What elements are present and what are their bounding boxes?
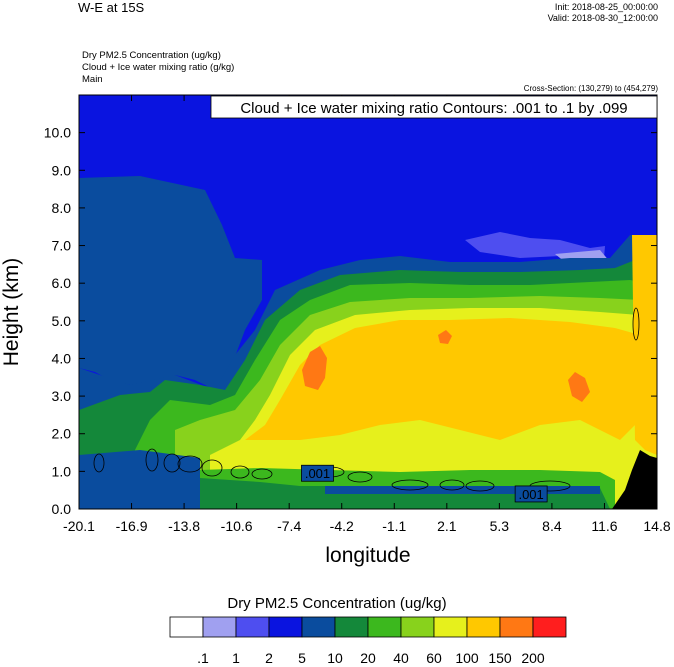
x-tick-label: -13.8: [168, 518, 200, 534]
colorbar-level-label: 2: [265, 650, 273, 666]
y-tick-label: 4.0: [52, 350, 72, 366]
colorbar-level-label: 40: [393, 650, 409, 666]
y-tick-label: 5.0: [52, 313, 72, 329]
y-tick-label: 1.0: [52, 463, 72, 479]
y-tick-label: 2.0: [52, 426, 72, 442]
colorbar-level-label: 10: [327, 650, 343, 666]
x-tick-label: 14.8: [643, 518, 670, 534]
contour-legend-box: [210, 95, 658, 119]
colorbar-swatch: [202, 616, 237, 638]
colorbar: .1 1 2 5 10 20 40 60 100 150 200: [169, 616, 567, 666]
x-tick-label: -1.1: [382, 518, 406, 534]
field-label-cloud: Cloud + Ice water mixing ratio (g/kg): [82, 62, 235, 73]
contour-label-box: [301, 464, 334, 482]
colorbar-swatch: [235, 616, 270, 638]
colorbar-swatch: [268, 616, 303, 638]
y-tick-label: 7.0: [52, 238, 72, 254]
colorbar-swatch: [499, 616, 534, 638]
contour-label-layer: .001 .001: [301, 464, 548, 503]
time-info: Init: 2018-08-25_00:00:00 Valid: 2018-08…: [548, 2, 658, 24]
colorbar-swatch: [334, 616, 369, 638]
y-tick-label: 0.0: [52, 501, 72, 517]
init-time: Init: 2018-08-25_00:00:00: [554, 2, 658, 12]
y-tick-label: 6.0: [52, 275, 72, 291]
colorbar-swatch: [367, 616, 402, 638]
colorbar-swatch: [400, 616, 435, 638]
field-label-pm25: Dry PM2.5 Concentration (ug/kg): [82, 50, 221, 61]
x-tick-label: -10.6: [221, 518, 253, 534]
x-axis-label: longitude: [325, 544, 410, 567]
axes: -20.1 -16.9 -13.8 -10.6 -7.4 -4.2 -1.1 2.1 5.3 8.…: [0, 95, 671, 567]
colorbar-level-label: 20: [360, 650, 376, 666]
colorbar-level-label: 5: [298, 650, 306, 666]
colorbar-level-label: 200: [521, 650, 545, 666]
colorbar-level-label: 60: [426, 650, 442, 666]
plot-frame: [78, 94, 658, 510]
y-tick-label: 8.0: [52, 200, 72, 216]
y-axis-label: Height (km): [0, 258, 23, 367]
colorbar-swatch: [466, 616, 501, 638]
x-tick-label: 2.1: [437, 518, 457, 534]
contour-label-box: [514, 485, 548, 503]
x-tick-label: 11.6: [591, 518, 617, 534]
plot-title: W-E at 15S: [78, 0, 145, 15]
colorbar-level-label: .1: [197, 650, 209, 666]
colorbar-swatch: [301, 616, 336, 638]
contour-label: .001: [518, 487, 543, 502]
colorbar-swatch: [433, 616, 468, 638]
x-tick-label: 8.4: [542, 518, 562, 534]
x-tick-label: -4.2: [330, 518, 354, 534]
y-tick-label: 9.0: [52, 162, 72, 178]
colorbar-level-label: 150: [488, 650, 512, 666]
y-tick-label: 3.0: [52, 388, 72, 404]
cross-section-info: Cross-Section: (130,279) to (454,279): [523, 84, 658, 93]
colorbar-level-label: 1: [232, 650, 240, 666]
field-label-main: Main: [82, 74, 103, 85]
contour-legend-text: Cloud + Ice water mixing ratio Contours:…: [240, 100, 627, 117]
colorbar-title: Dry PM2.5 Concentration (ug/kg): [227, 595, 447, 612]
valid-time: Valid: 2018-08-30_12:00:00: [547, 13, 658, 23]
x-tick-label: 5.3: [490, 518, 510, 534]
colorbar-level-label: 100: [455, 650, 479, 666]
x-tick-label: -20.1: [63, 518, 95, 534]
colorbar-swatch: [532, 616, 567, 638]
x-tick-label: -16.9: [116, 518, 148, 534]
colorbar-swatch: [169, 616, 204, 638]
concentration-field: [79, 95, 657, 509]
contour-label: .001: [305, 466, 330, 481]
y-tick-label: 10.0: [44, 125, 71, 141]
x-tick-label: -7.4: [277, 518, 301, 534]
